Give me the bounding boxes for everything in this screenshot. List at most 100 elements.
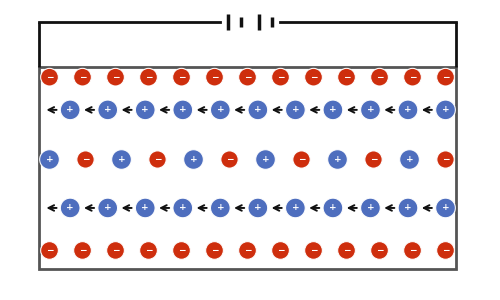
Text: −: − xyxy=(82,155,90,164)
Ellipse shape xyxy=(40,68,58,86)
Ellipse shape xyxy=(365,151,382,168)
Text: −: − xyxy=(370,155,378,164)
Text: +: + xyxy=(179,203,186,212)
Text: +: + xyxy=(66,105,74,114)
Text: +: + xyxy=(142,105,149,114)
Ellipse shape xyxy=(436,100,456,120)
Text: +: + xyxy=(262,155,270,164)
Ellipse shape xyxy=(338,68,355,86)
Ellipse shape xyxy=(404,242,421,259)
Text: +: + xyxy=(329,105,336,114)
Text: −: − xyxy=(211,246,218,255)
Text: −: − xyxy=(409,246,416,255)
Ellipse shape xyxy=(136,198,155,218)
Ellipse shape xyxy=(436,68,454,86)
Text: +: + xyxy=(366,203,374,212)
Text: −: − xyxy=(442,246,450,255)
Ellipse shape xyxy=(140,242,158,259)
Text: +: + xyxy=(292,105,299,114)
Bar xyxy=(38,67,457,269)
Text: −: − xyxy=(145,246,152,255)
Text: +: + xyxy=(46,155,54,164)
Text: +: + xyxy=(179,105,186,114)
Ellipse shape xyxy=(221,151,238,168)
Text: +: + xyxy=(254,203,262,212)
Ellipse shape xyxy=(140,68,158,86)
Ellipse shape xyxy=(338,242,355,259)
Text: −: − xyxy=(343,246,350,255)
Ellipse shape xyxy=(40,150,60,169)
Ellipse shape xyxy=(323,100,343,120)
Ellipse shape xyxy=(238,68,256,86)
Ellipse shape xyxy=(286,198,305,218)
Text: +: + xyxy=(404,105,412,114)
Text: +: + xyxy=(104,105,112,114)
Ellipse shape xyxy=(360,100,380,120)
Text: −: − xyxy=(112,246,120,255)
Ellipse shape xyxy=(398,100,418,120)
Text: −: − xyxy=(310,246,318,255)
Ellipse shape xyxy=(323,198,343,218)
Ellipse shape xyxy=(172,242,190,259)
Ellipse shape xyxy=(136,100,155,120)
Ellipse shape xyxy=(149,151,166,168)
Text: −: − xyxy=(46,246,54,255)
Ellipse shape xyxy=(210,100,230,120)
Text: +: + xyxy=(404,203,412,212)
Ellipse shape xyxy=(436,198,456,218)
Text: +: + xyxy=(442,203,450,212)
Text: +: + xyxy=(329,203,336,212)
Text: +: + xyxy=(406,155,413,164)
Text: −: − xyxy=(226,155,234,164)
Text: +: + xyxy=(118,155,126,164)
Text: −: − xyxy=(310,73,318,82)
Ellipse shape xyxy=(360,198,380,218)
Text: +: + xyxy=(216,203,224,212)
Ellipse shape xyxy=(272,242,289,259)
Text: −: − xyxy=(211,73,218,82)
Text: −: − xyxy=(442,73,450,82)
Text: −: − xyxy=(178,246,186,255)
Ellipse shape xyxy=(436,242,454,259)
Ellipse shape xyxy=(74,68,92,86)
Ellipse shape xyxy=(60,198,80,218)
Ellipse shape xyxy=(98,100,117,120)
Text: −: − xyxy=(244,246,252,255)
Ellipse shape xyxy=(106,68,124,86)
Text: −: − xyxy=(154,155,162,164)
Ellipse shape xyxy=(106,242,124,259)
Text: +: + xyxy=(292,203,299,212)
Text: +: + xyxy=(366,105,374,114)
Ellipse shape xyxy=(40,242,58,259)
Text: +: + xyxy=(334,155,342,164)
Text: +: + xyxy=(216,105,224,114)
Text: −: − xyxy=(46,73,54,82)
Text: −: − xyxy=(376,246,384,255)
Text: −: − xyxy=(298,155,306,164)
Text: +: + xyxy=(190,155,198,164)
Text: −: − xyxy=(145,73,152,82)
Ellipse shape xyxy=(248,198,268,218)
Text: −: − xyxy=(178,73,186,82)
Ellipse shape xyxy=(370,68,388,86)
Ellipse shape xyxy=(238,242,256,259)
Text: +: + xyxy=(66,203,74,212)
Ellipse shape xyxy=(210,198,230,218)
Ellipse shape xyxy=(304,68,322,86)
Text: −: − xyxy=(409,73,416,82)
Text: +: + xyxy=(104,203,112,212)
Text: −: − xyxy=(277,73,284,82)
Ellipse shape xyxy=(173,100,193,120)
Ellipse shape xyxy=(370,242,388,259)
Ellipse shape xyxy=(74,242,92,259)
Ellipse shape xyxy=(272,68,289,86)
Text: −: − xyxy=(244,73,252,82)
Ellipse shape xyxy=(98,198,117,218)
Ellipse shape xyxy=(173,198,193,218)
Text: +: + xyxy=(254,105,262,114)
Ellipse shape xyxy=(206,242,224,259)
Text: −: − xyxy=(79,246,86,255)
Ellipse shape xyxy=(304,242,322,259)
Ellipse shape xyxy=(400,150,419,169)
Text: −: − xyxy=(112,73,120,82)
